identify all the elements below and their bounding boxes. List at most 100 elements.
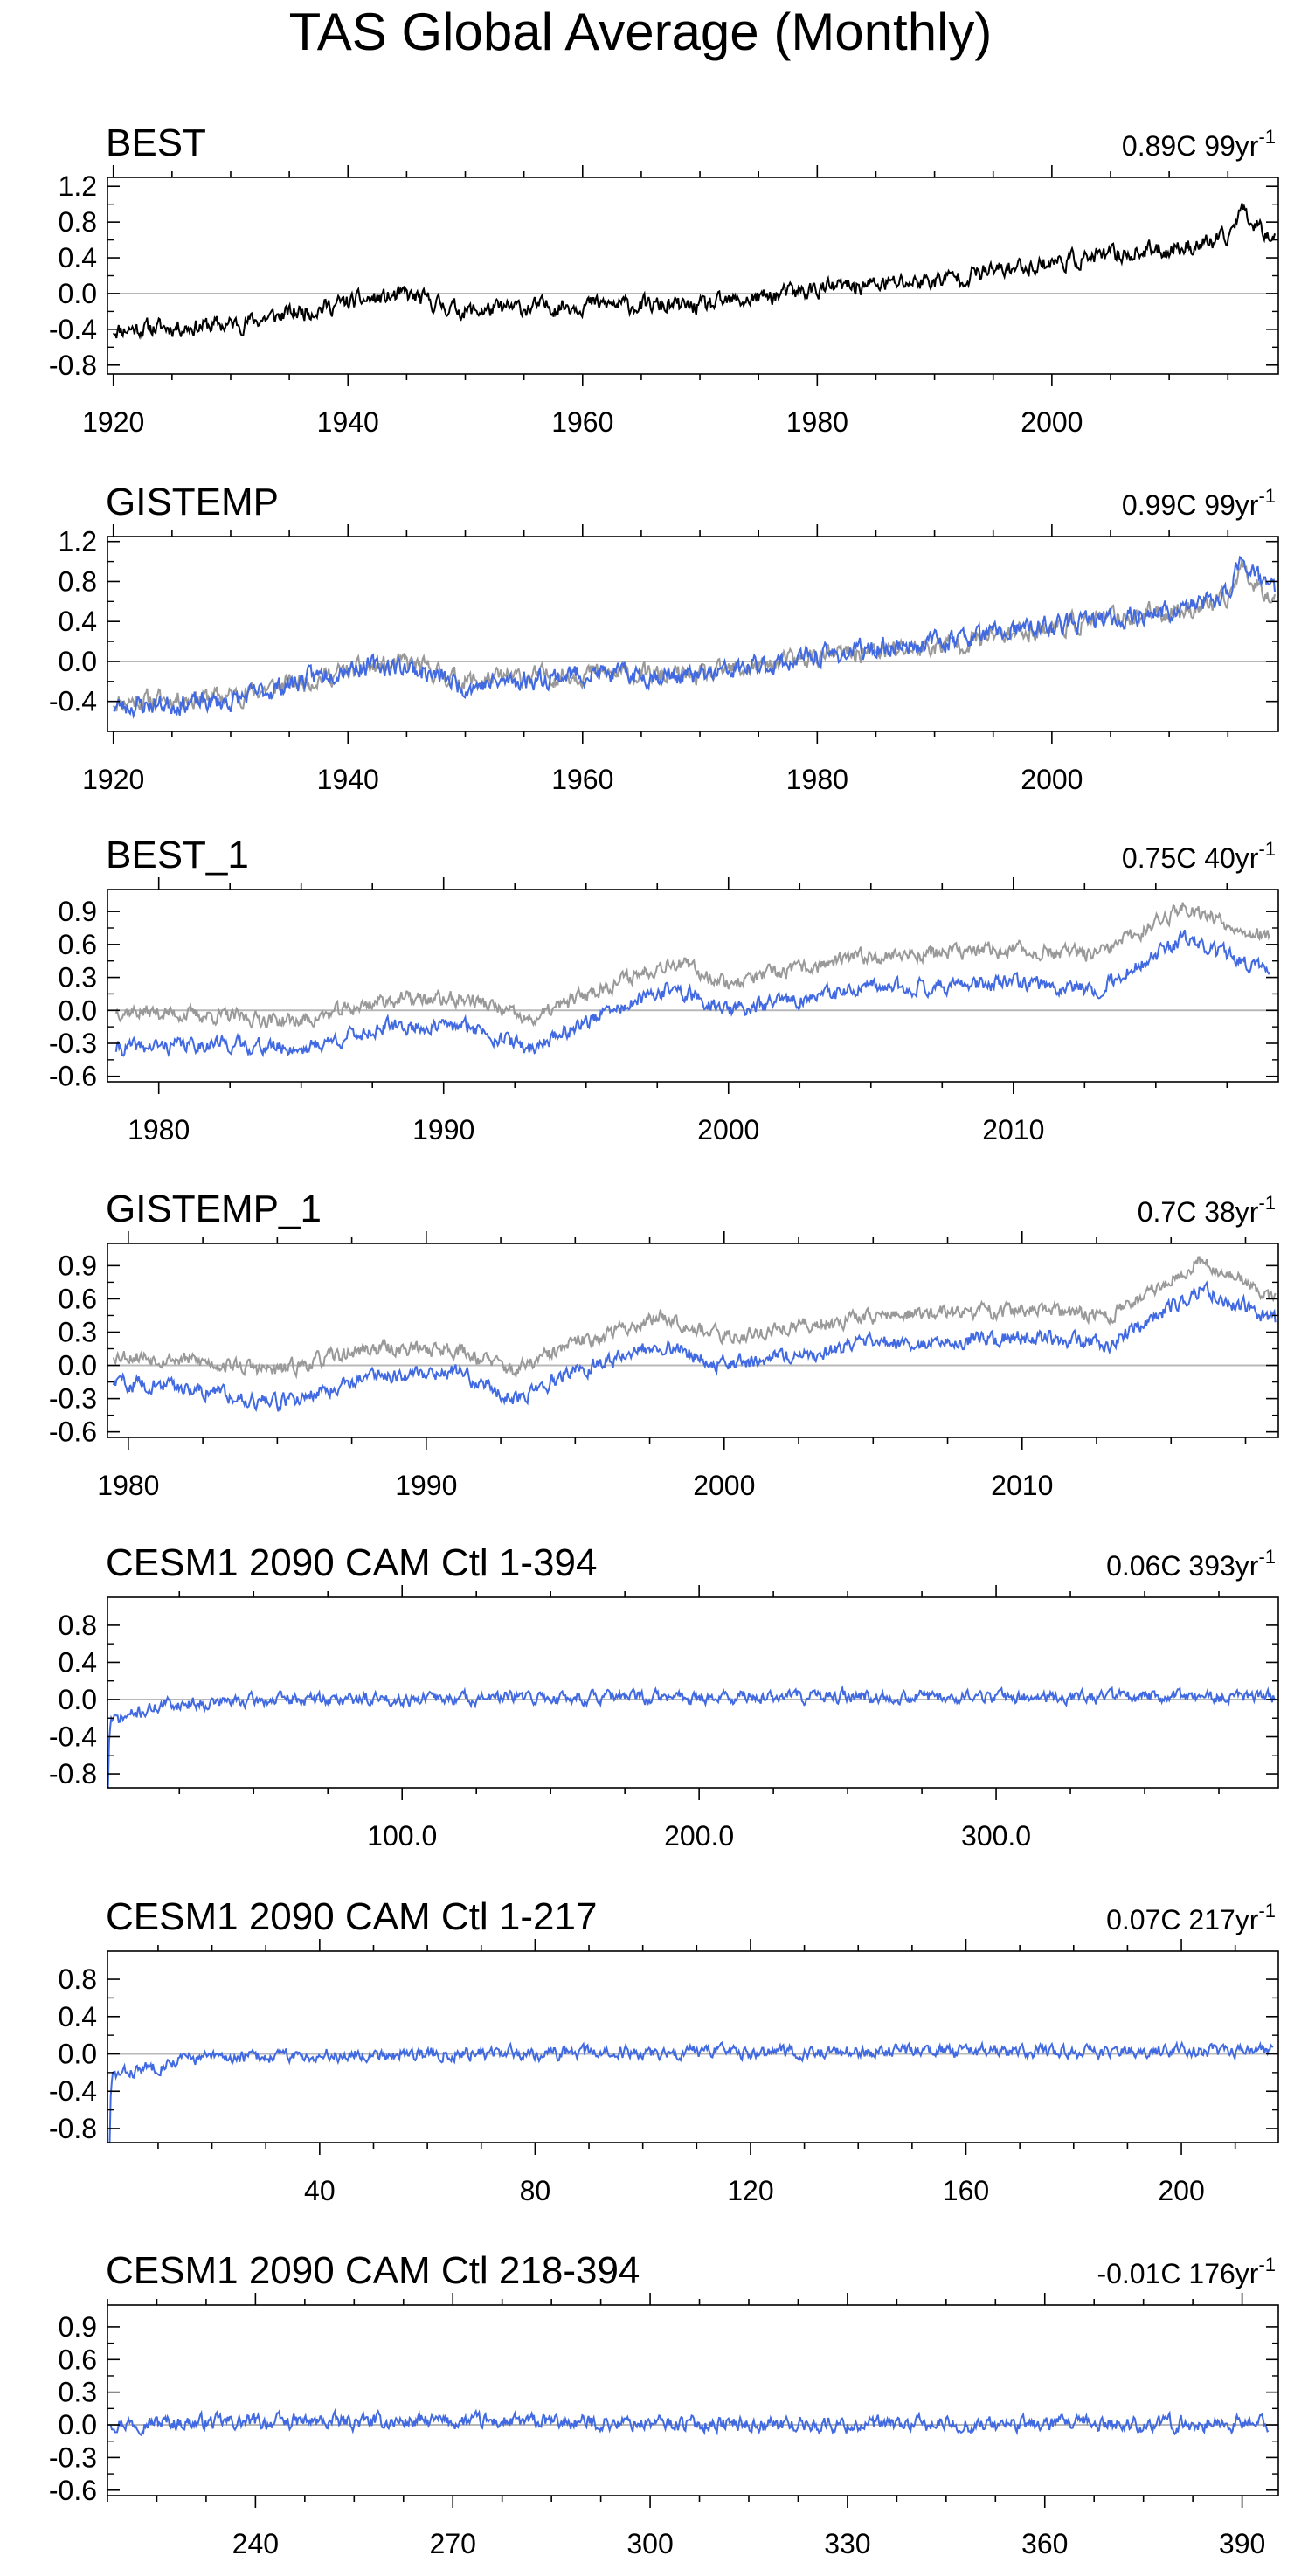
x-tick-label: 40 bbox=[304, 2175, 336, 2206]
series-line-reference bbox=[114, 902, 1271, 1029]
x-tick-label: 240 bbox=[232, 2528, 279, 2559]
x-tick-label: 80 bbox=[520, 2175, 551, 2206]
y-tick-label: 0.8 bbox=[59, 206, 97, 238]
y-tick-label: 0.8 bbox=[59, 1610, 97, 1641]
x-tick-label: 2000 bbox=[1021, 764, 1083, 795]
x-tick-label: 1990 bbox=[395, 1470, 457, 1501]
series-line-primary bbox=[107, 1685, 1277, 1788]
x-tick-label: 2010 bbox=[982, 1114, 1044, 1146]
trend-superscript: -1 bbox=[1258, 126, 1276, 148]
x-tick-label: 200.0 bbox=[664, 1820, 734, 1852]
trend-value: 0.06C 393yr bbox=[1106, 1550, 1259, 1582]
plot-frame bbox=[107, 889, 1279, 1083]
y-tick-label: 0.3 bbox=[59, 1316, 97, 1347]
y-tick-label: -0.6 bbox=[49, 1061, 97, 1092]
trend-label: -0.01C 176yr-1 bbox=[1097, 2254, 1276, 2289]
y-tick-label: 0.6 bbox=[59, 1283, 97, 1314]
y-tick-label: 1.2 bbox=[59, 170, 97, 202]
trend-label: 0.07C 217yr-1 bbox=[1106, 1900, 1276, 1935]
y-tick-label: 0.0 bbox=[59, 278, 97, 309]
panel-title: CESM1 2090 CAM Ctl 1-217 bbox=[106, 1895, 597, 1938]
panel-title: CESM1 2090 CAM Ctl 218-394 bbox=[106, 2249, 640, 2292]
x-tick-label: 1960 bbox=[551, 764, 613, 795]
x-tick-label: 1960 bbox=[551, 406, 613, 438]
trend-label: 0.7C 38yr-1 bbox=[1138, 1192, 1276, 1228]
y-tick-label: -0.4 bbox=[49, 686, 97, 717]
trend-superscript: -1 bbox=[1258, 2254, 1276, 2275]
x-tick-label: 270 bbox=[430, 2528, 476, 2559]
panel-title: GISTEMP bbox=[106, 481, 279, 523]
y-tick-label: 0.0 bbox=[59, 2039, 97, 2070]
y-tick-label: 0.8 bbox=[59, 1963, 97, 1995]
x-tick-label: 120 bbox=[727, 2175, 773, 2206]
series-line-primary bbox=[112, 203, 1276, 341]
plot-frame bbox=[107, 2304, 1279, 2496]
y-tick-label: 0.9 bbox=[59, 896, 97, 927]
x-tick-label: 330 bbox=[824, 2528, 870, 2559]
y-tick-label: 0.9 bbox=[59, 1250, 97, 1281]
y-tick-label: -0.3 bbox=[49, 1383, 97, 1415]
x-tick-label: 2000 bbox=[697, 1114, 759, 1146]
y-tick-label: 0.4 bbox=[59, 1646, 97, 1678]
y-tick-label: 0.3 bbox=[59, 2377, 97, 2408]
trend-superscript: -1 bbox=[1258, 1192, 1276, 1214]
trend-label: 0.89C 99yr-1 bbox=[1122, 126, 1276, 162]
series-line-primary bbox=[108, 2040, 1274, 2143]
panel-title: GISTEMP_1 bbox=[106, 1188, 322, 1230]
y-tick-label: -0.3 bbox=[49, 2441, 97, 2473]
x-tick-label: 160 bbox=[943, 2175, 989, 2206]
chart-panel: GISTEMP_1 0.7C 38yr-1 -0.6-0.30.00.30.60.9… bbox=[49, 1188, 1279, 1501]
x-tick-label: 1980 bbox=[97, 1470, 159, 1501]
y-tick-label: 0.8 bbox=[59, 565, 97, 597]
trend-value: 0.89C 99yr bbox=[1122, 130, 1259, 162]
chart-panel: CESM1 2090 CAM Ctl 218-394 -0.01C 176yr-1… bbox=[49, 2249, 1279, 2559]
y-tick-label: 0.4 bbox=[59, 606, 97, 637]
x-tick-label: 2010 bbox=[991, 1470, 1053, 1501]
x-tick-label: 1920 bbox=[82, 406, 144, 438]
y-tick-label: 0.9 bbox=[59, 2311, 97, 2343]
x-tick-label: 2000 bbox=[693, 1470, 755, 1501]
y-tick-label: 0.0 bbox=[59, 1684, 97, 1715]
y-tick-label: -0.8 bbox=[49, 1758, 97, 1790]
y-tick-label: 0.0 bbox=[59, 2409, 97, 2441]
plot-frame bbox=[107, 1950, 1279, 2143]
y-tick-label: -0.4 bbox=[49, 2075, 97, 2107]
x-tick-label: 300.0 bbox=[961, 1820, 1031, 1852]
trend-value: 0.99C 99yr bbox=[1122, 489, 1259, 521]
x-tick-label: 360 bbox=[1021, 2528, 1068, 2559]
trend-superscript: -1 bbox=[1258, 838, 1276, 860]
series-line-reference bbox=[112, 1256, 1277, 1380]
y-tick-label: -0.6 bbox=[49, 2475, 97, 2506]
x-tick-label: 1920 bbox=[82, 764, 144, 795]
y-tick-label: 0.4 bbox=[59, 2001, 97, 2032]
x-tick-label: 1980 bbox=[786, 406, 848, 438]
chart-panels: BEST 0.89C 99yr-1-0.8-0.40.00.40.81.21920… bbox=[49, 121, 1279, 2559]
y-tick-label: 1.2 bbox=[59, 526, 97, 557]
panel-title: BEST_1 bbox=[106, 834, 249, 876]
y-tick-label: -0.4 bbox=[49, 314, 97, 345]
x-tick-label: 300 bbox=[626, 2528, 673, 2559]
y-tick-label: -0.3 bbox=[49, 1028, 97, 1059]
y-tick-label: -0.8 bbox=[49, 2113, 97, 2144]
series-line-primary bbox=[109, 2407, 1270, 2437]
y-tick-label: 0.0 bbox=[59, 994, 97, 1026]
plot-frame bbox=[107, 536, 1279, 732]
plot-frame bbox=[107, 1596, 1279, 1789]
y-tick-label: 0.0 bbox=[59, 646, 97, 677]
y-tick-label: 0.6 bbox=[59, 929, 97, 960]
chart-panel: CESM1 2090 CAM Ctl 1-394 0.06C 393yr-1 -0.… bbox=[49, 1541, 1279, 1852]
x-tick-label: 1990 bbox=[412, 1114, 474, 1146]
chart-panel: CESM1 2090 CAM Ctl 1-217 0.07C 217yr-1 -0.… bbox=[49, 1895, 1279, 2206]
trend-label: 0.99C 99yr-1 bbox=[1122, 485, 1276, 521]
panel-title: BEST bbox=[106, 121, 206, 164]
trend-value: -0.01C 176yr bbox=[1097, 2258, 1258, 2289]
series-line-reference bbox=[112, 560, 1276, 713]
y-tick-label: 0.6 bbox=[59, 2344, 97, 2375]
trend-label: 0.06C 393yr-1 bbox=[1106, 1546, 1276, 1582]
chart-panel: BEST_1 0.75C 40yr-1 -0.6-0.30.00.30.60.9 19… bbox=[49, 834, 1279, 1146]
chart-panel: BEST 0.89C 99yr-1 -0.8 -0.4 0.0 0.4 0.8 1.2 1920… bbox=[49, 121, 1279, 438]
trend-superscript: -1 bbox=[1258, 485, 1276, 507]
y-tick-label: 0.3 bbox=[59, 962, 97, 994]
series-line-primary bbox=[112, 1280, 1277, 1413]
